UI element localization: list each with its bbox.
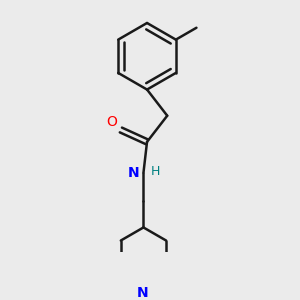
Text: N: N [136,286,148,300]
Text: O: O [106,115,117,129]
Text: H: H [151,165,160,178]
Text: N: N [128,166,139,180]
